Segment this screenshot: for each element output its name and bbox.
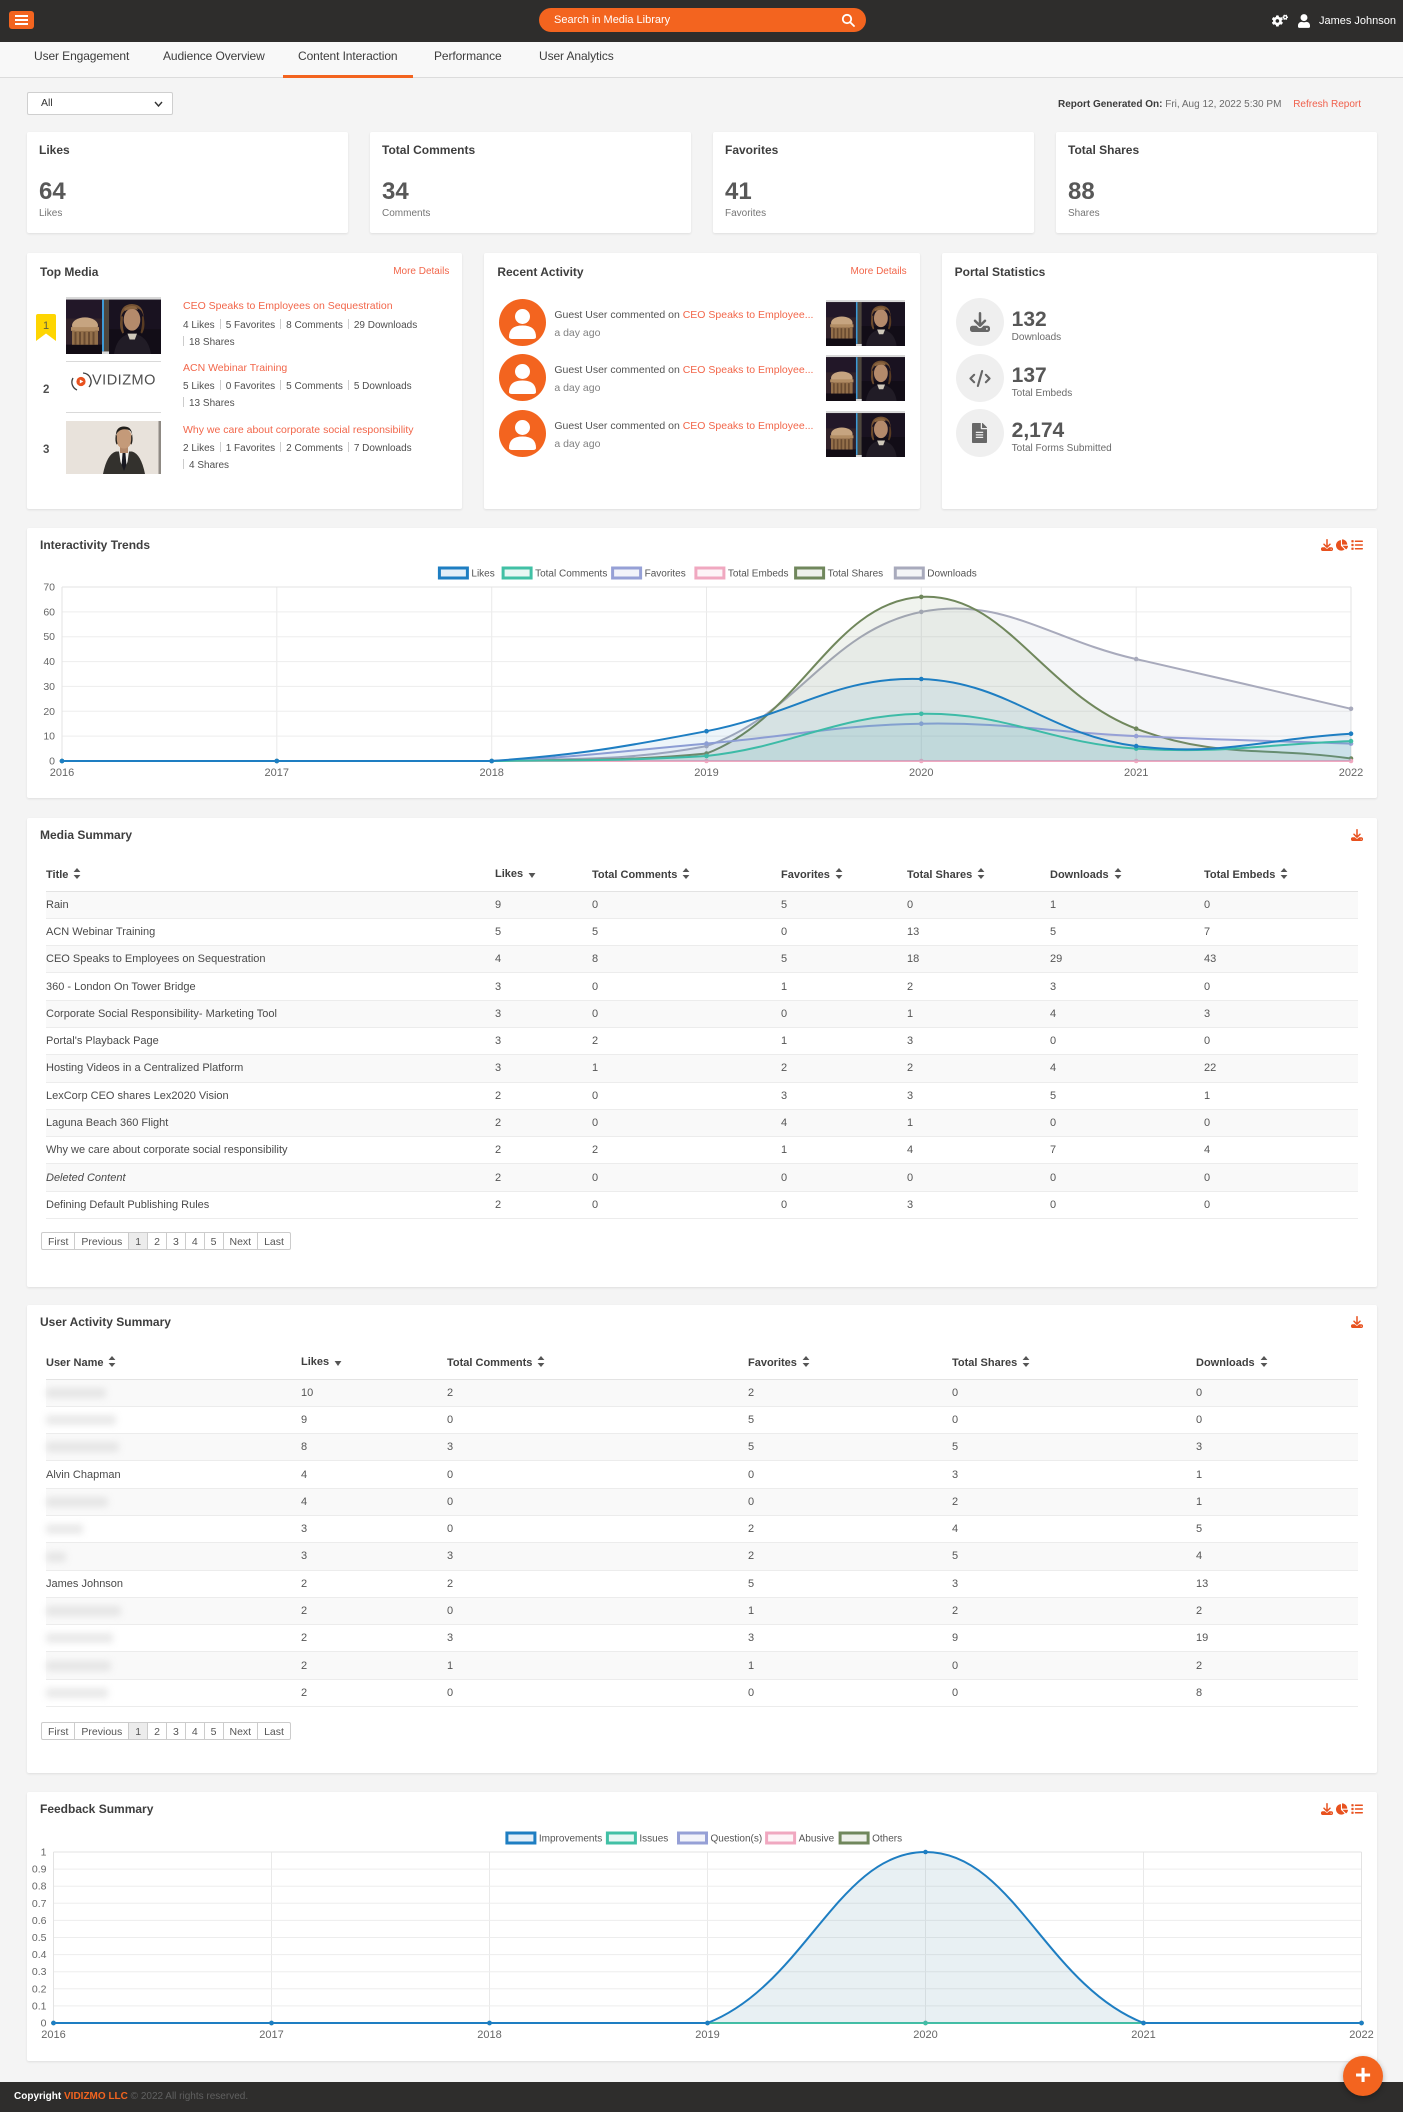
svg-text:2018: 2018 bbox=[477, 2029, 501, 2041]
svg-text:0.3: 0.3 bbox=[32, 1966, 47, 1978]
svg-text:0: 0 bbox=[49, 756, 55, 768]
svg-text:20: 20 bbox=[43, 706, 55, 718]
svg-text:Question(s): Question(s) bbox=[711, 1834, 763, 1845]
svg-text:Others: Others bbox=[872, 1834, 902, 1845]
svg-text:10: 10 bbox=[43, 731, 55, 743]
svg-text:2019: 2019 bbox=[694, 767, 718, 779]
svg-text:Improvements: Improvements bbox=[539, 1834, 602, 1845]
svg-text:VIDIZMO: VIDIZMO bbox=[92, 373, 156, 389]
svg-text:Favorites: Favorites bbox=[645, 569, 686, 580]
svg-text:0.8: 0.8 bbox=[32, 1881, 47, 1893]
svg-text:2022: 2022 bbox=[1349, 2029, 1373, 2041]
svg-text:0.9: 0.9 bbox=[32, 1864, 47, 1876]
svg-text:Total Shares: Total Shares bbox=[828, 569, 884, 580]
svg-text:0.6: 0.6 bbox=[32, 1915, 47, 1927]
svg-text:Total Comments: Total Comments bbox=[535, 569, 607, 580]
svg-text:Total Embeds: Total Embeds bbox=[728, 569, 789, 580]
svg-text:2017: 2017 bbox=[265, 767, 289, 779]
svg-text:2017: 2017 bbox=[259, 2029, 283, 2041]
svg-text:2018: 2018 bbox=[479, 767, 503, 779]
svg-text:50: 50 bbox=[43, 631, 55, 643]
svg-text:2016: 2016 bbox=[50, 767, 74, 779]
svg-text:30: 30 bbox=[43, 681, 55, 693]
svg-text:2020: 2020 bbox=[909, 767, 933, 779]
svg-text:0.2: 0.2 bbox=[32, 1983, 47, 1995]
svg-text:2021: 2021 bbox=[1124, 767, 1148, 779]
svg-text:0.5: 0.5 bbox=[32, 1932, 47, 1944]
svg-text:Abusive: Abusive bbox=[799, 1834, 835, 1845]
svg-text:1: 1 bbox=[41, 1847, 47, 1859]
svg-text:70: 70 bbox=[43, 582, 55, 594]
svg-text:2021: 2021 bbox=[1131, 2029, 1155, 2041]
svg-text:0.1: 0.1 bbox=[32, 2000, 47, 2012]
svg-text:2016: 2016 bbox=[41, 2029, 65, 2041]
svg-text:60: 60 bbox=[43, 606, 55, 618]
svg-text:2020: 2020 bbox=[913, 2029, 937, 2041]
svg-text:Likes: Likes bbox=[471, 569, 494, 580]
svg-text:40: 40 bbox=[43, 656, 55, 668]
svg-text:Downloads: Downloads bbox=[927, 569, 976, 580]
svg-text:2022: 2022 bbox=[1339, 767, 1363, 779]
svg-text:Issues: Issues bbox=[639, 1834, 668, 1845]
svg-text:2019: 2019 bbox=[695, 2029, 719, 2041]
svg-text:0.4: 0.4 bbox=[32, 1949, 47, 1961]
svg-text:0.7: 0.7 bbox=[32, 1898, 47, 1910]
svg-text:0: 0 bbox=[41, 2018, 47, 2030]
